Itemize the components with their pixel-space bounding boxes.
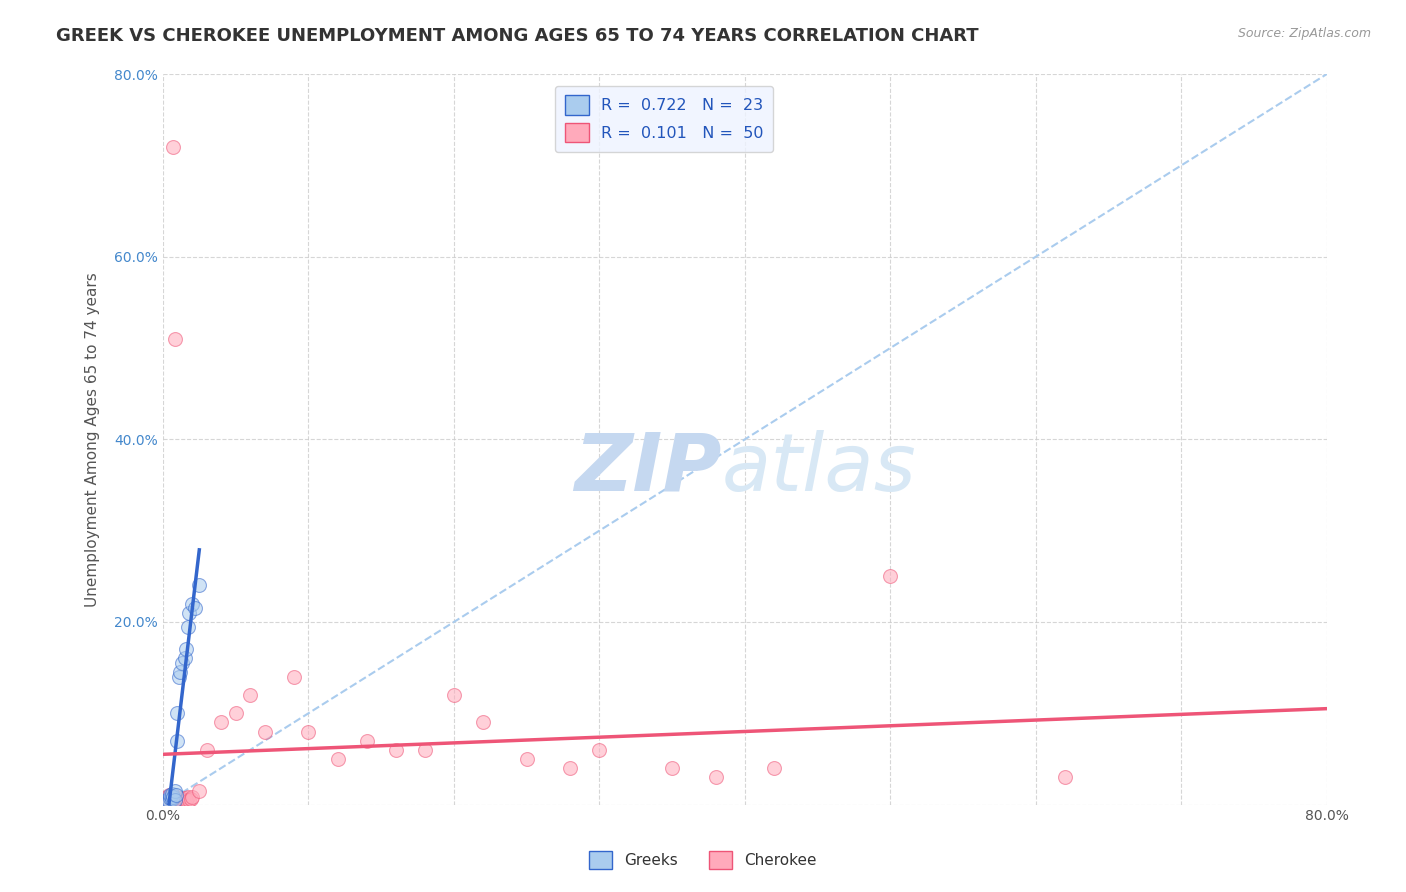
Point (297, 724, 319, 739)
Point (704, 770, 727, 784)
Point (166, 792, 188, 806)
Legend: Greeks, Cherokee: Greeks, Cherokee (583, 845, 823, 875)
Point (181, 597, 204, 611)
Point (155, 795, 177, 809)
Point (188, 784, 211, 798)
Point (167, 793, 190, 807)
Point (157, 789, 180, 803)
Point (283, 670, 305, 684)
Point (169, 791, 191, 805)
Point (165, 794, 187, 808)
Point (443, 688, 465, 702)
Point (516, 752, 538, 766)
Point (160, 792, 183, 806)
Point (253, 724, 276, 739)
Point (173, 791, 195, 805)
Point (167, 670, 190, 684)
Point (180, 792, 202, 806)
Point (173, 651, 195, 665)
Point (155, 795, 177, 809)
Point (179, 793, 201, 807)
Point (661, 761, 683, 775)
Point (160, 787, 183, 801)
Point (170, 794, 193, 808)
Point (239, 688, 262, 702)
Point (159, 790, 181, 805)
Point (156, 792, 179, 806)
Point (326, 752, 349, 766)
Point (157, 794, 180, 808)
Point (384, 743, 406, 757)
Point (163, 795, 186, 809)
Point (165, 793, 187, 807)
Point (159, 793, 181, 807)
Point (172, 792, 194, 806)
Point (225, 706, 247, 721)
Point (166, 790, 188, 805)
Point (157, 794, 180, 808)
Y-axis label: Unemployment Among Ages 65 to 74 years: Unemployment Among Ages 65 to 74 years (86, 272, 100, 607)
Point (156, 790, 179, 805)
Point (879, 569, 901, 583)
Point (159, 791, 181, 805)
Point (162, 140, 184, 154)
Point (160, 791, 183, 805)
Point (176, 790, 198, 805)
Point (176, 619, 198, 633)
Point (163, 784, 186, 798)
Point (179, 606, 201, 620)
Point (174, 793, 197, 807)
Point (166, 706, 188, 721)
Text: ZIP: ZIP (574, 430, 721, 508)
Point (159, 789, 181, 803)
Point (1053, 770, 1076, 784)
Text: GREEK VS CHEROKEE UNEMPLOYMENT AMONG AGES 65 TO 74 YEARS CORRELATION CHART: GREEK VS CHEROKEE UNEMPLOYMENT AMONG AGE… (56, 27, 979, 45)
Point (156, 793, 179, 807)
Point (413, 743, 436, 757)
Point (166, 733, 188, 747)
Point (356, 733, 378, 747)
Point (472, 715, 495, 730)
Point (163, 332, 186, 346)
Legend: R =  0.722   N =  23, R =  0.101   N =  50: R = 0.722 N = 23, R = 0.101 N = 50 (555, 86, 773, 152)
Point (165, 789, 187, 803)
Point (160, 795, 183, 809)
Point (762, 761, 785, 775)
Point (169, 665, 191, 680)
Point (170, 656, 193, 670)
Point (560, 761, 582, 775)
Point (174, 642, 197, 657)
Point (153, 793, 176, 807)
Point (163, 793, 186, 807)
Point (588, 743, 610, 757)
Point (184, 601, 207, 615)
Point (181, 790, 204, 805)
Point (209, 715, 232, 730)
Point (188, 578, 211, 592)
Point (162, 792, 184, 806)
Point (195, 743, 218, 757)
Text: atlas: atlas (721, 430, 917, 508)
Point (162, 790, 184, 805)
Text: Source: ZipAtlas.com: Source: ZipAtlas.com (1237, 27, 1371, 40)
